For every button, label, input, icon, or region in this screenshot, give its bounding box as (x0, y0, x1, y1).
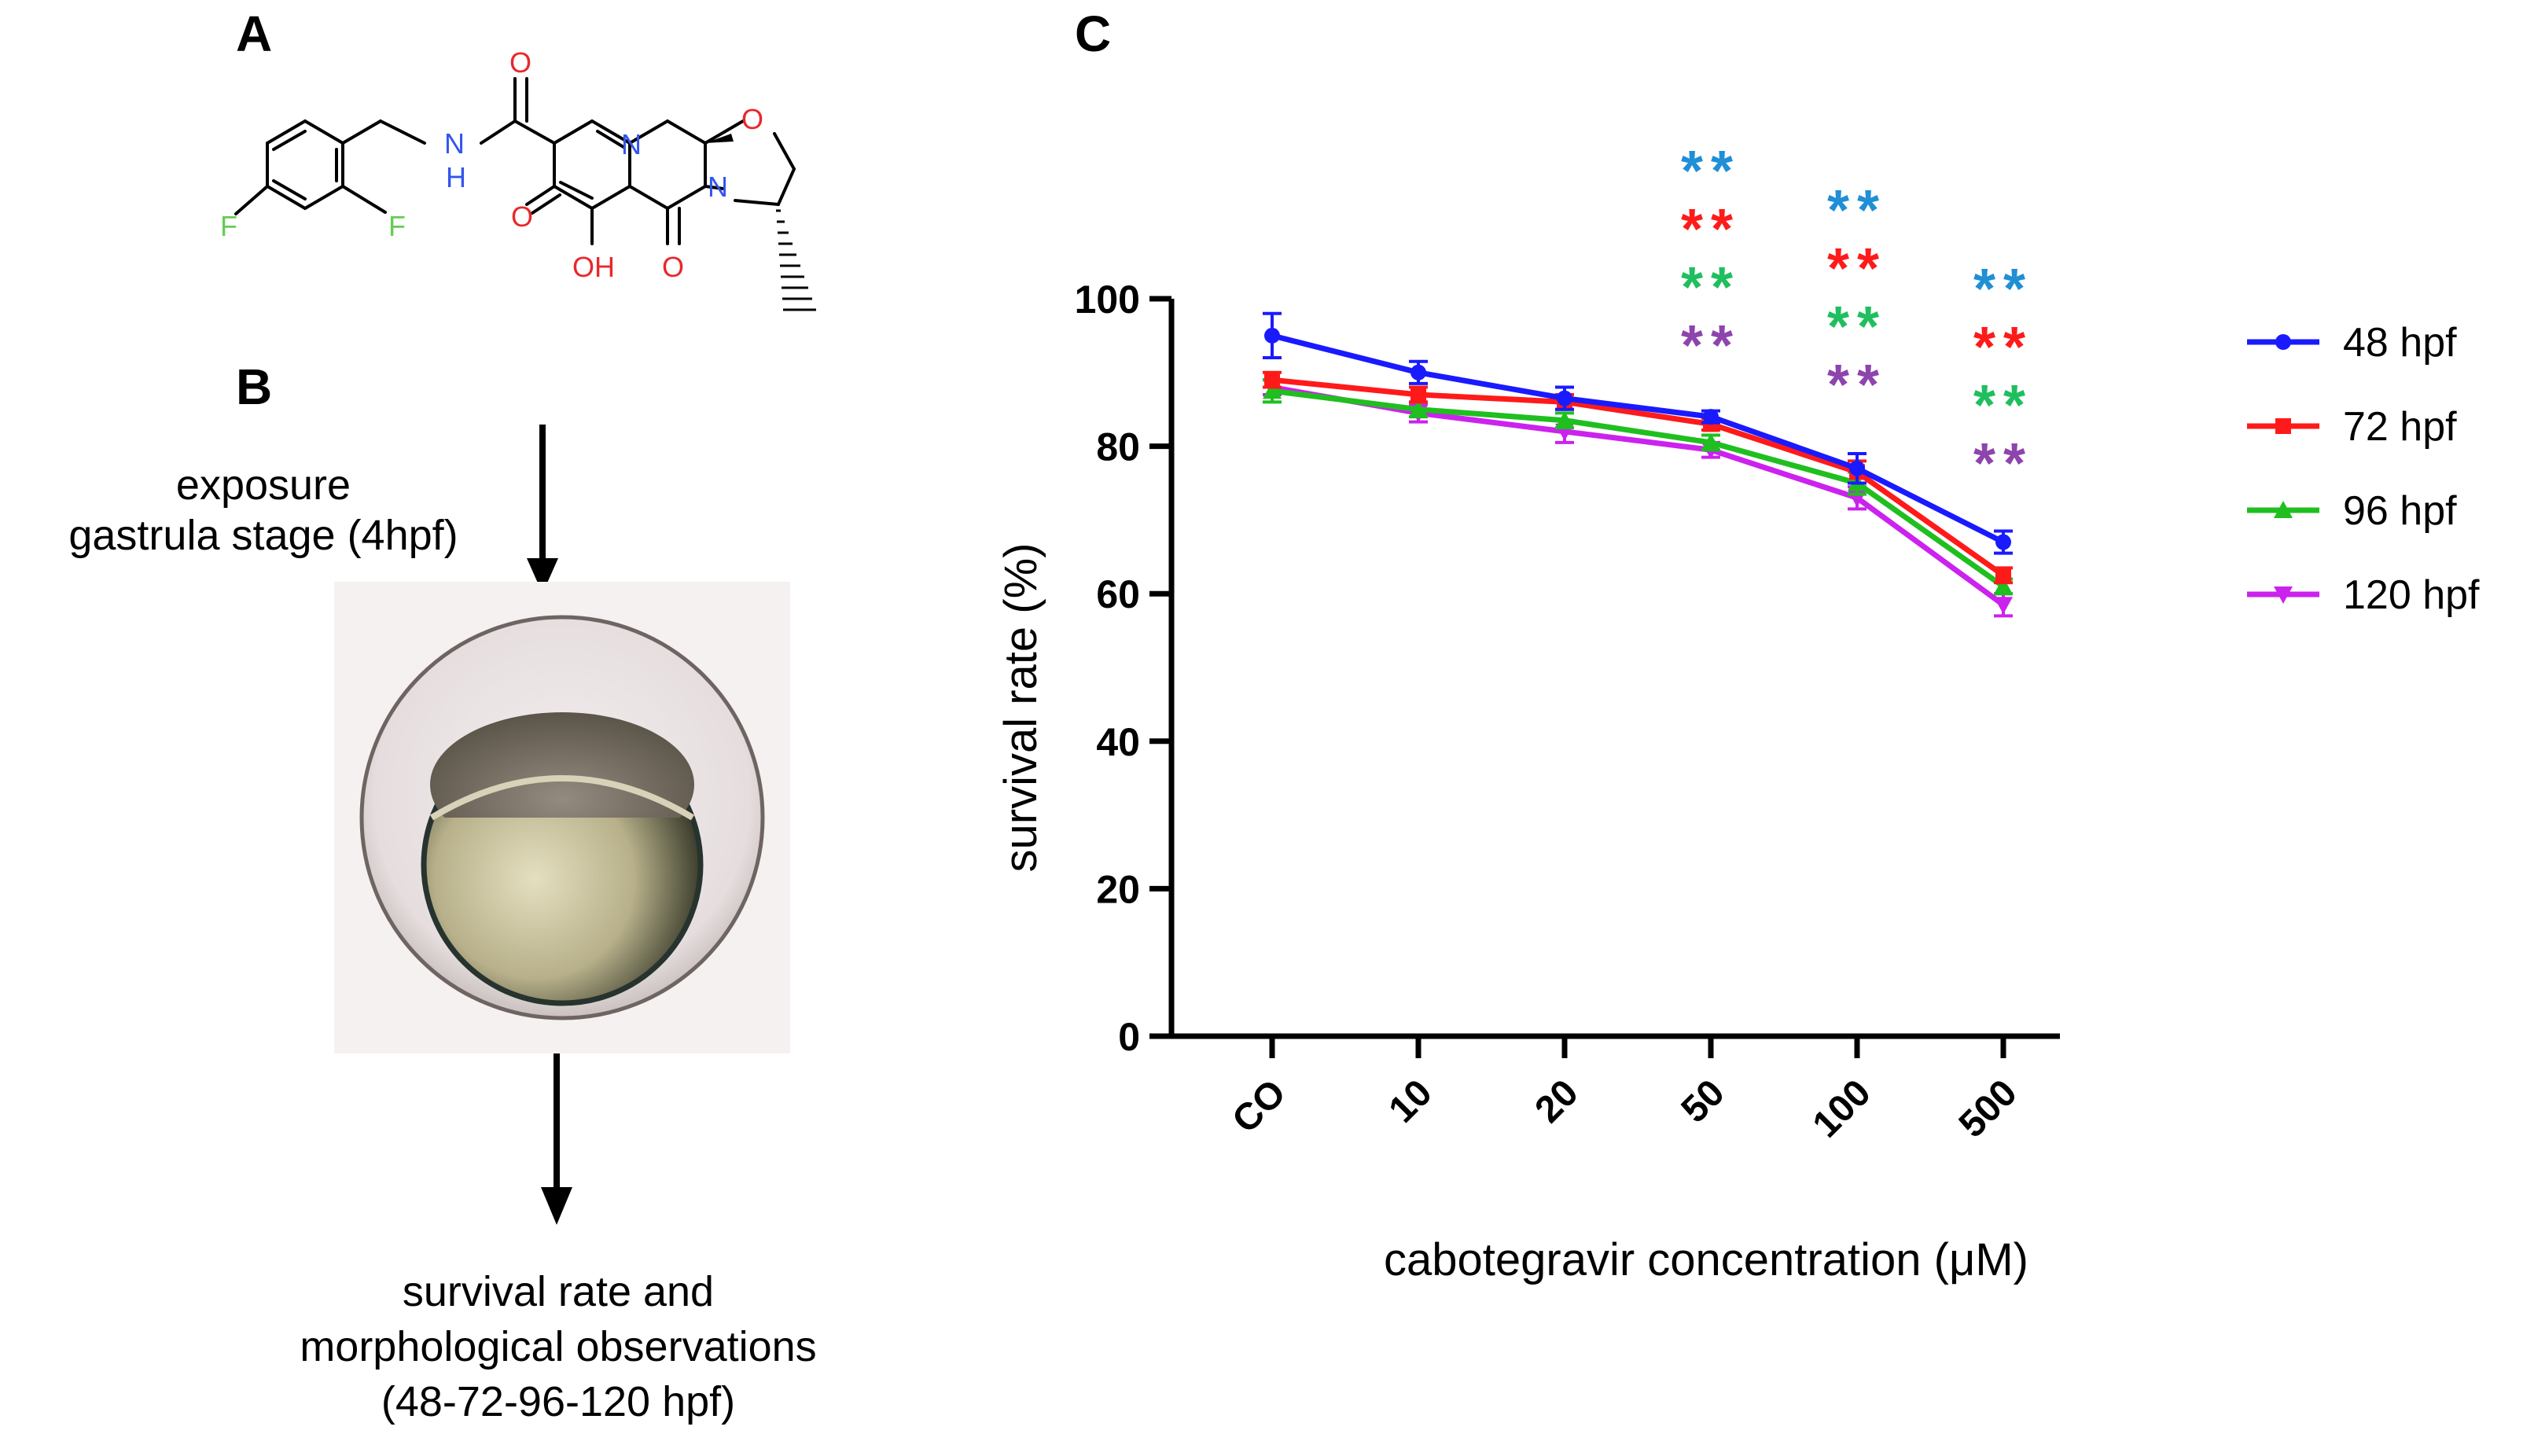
data-point (2275, 418, 2291, 434)
data-point (2274, 501, 2293, 518)
panel-label-b: B (236, 358, 273, 415)
flow-step-observation: survival rate and morphological observat… (204, 1264, 912, 1429)
significance-marker: ** (1973, 316, 2033, 379)
flow-arrow-top (527, 425, 558, 594)
data-point (1849, 460, 1865, 476)
significance-marker: ** (1681, 314, 1741, 377)
y-axis-label: survival rate (%) (995, 543, 1046, 873)
atom-h-amide: H (446, 161, 466, 193)
atom-o-amide: O (509, 46, 531, 79)
data-point (1995, 567, 2011, 583)
data-point (1555, 410, 1574, 428)
data-point (1410, 386, 1426, 403)
y-tick-label: 20 (1096, 867, 1140, 911)
panel-label-c: C (1075, 6, 1112, 62)
flow-step-observation-line1: survival rate and (402, 1268, 715, 1315)
atom-o-ketone: O (511, 200, 533, 233)
x-tick-label: 20 (1528, 1072, 1587, 1131)
flow-step-exposure-line2: gastrula stage (4hpf) (68, 512, 458, 559)
data-point (2275, 334, 2291, 350)
series-line (1271, 388, 2006, 589)
flow-arrow-bottom (541, 1053, 572, 1225)
data-point (1409, 399, 1428, 417)
atom-f-para: F (220, 210, 237, 242)
significance-marker: ** (1681, 198, 1741, 261)
data-point (1995, 534, 2011, 550)
y-tick-label: 40 (1096, 720, 1140, 764)
x-tick-label: 100 (1805, 1072, 1879, 1145)
y-tick-label: 100 (1075, 278, 1140, 322)
y-tick-label: 0 (1118, 1015, 1140, 1059)
chemical-structure: O N H N O N O OH O F F (220, 46, 816, 311)
panel-label-a: A (236, 6, 273, 62)
data-point (1264, 372, 1280, 388)
data-point (1703, 409, 1719, 425)
significance-marker: ** (1827, 179, 1887, 242)
series-line (1271, 333, 2005, 545)
significance-marker: ** (1973, 258, 2033, 321)
embryo-image (334, 582, 790, 1053)
significance-marker: ** (1973, 432, 2033, 495)
x-axis-label: cabotegravir concentration (μM) (1384, 1234, 2028, 1285)
atom-f-ortho: F (388, 210, 406, 242)
data-point (1263, 381, 1282, 399)
flow-step-observation-line3: (48-72-96-120 hpf) (381, 1378, 736, 1425)
atom-n-lactam: N (708, 171, 728, 203)
x-tick-label: 10 (1381, 1072, 1440, 1131)
flow-step-observation-line2: morphological observations (300, 1323, 817, 1370)
data-point (1994, 597, 2013, 615)
data-point (1701, 432, 1720, 450)
atom-oh: OH (572, 251, 615, 283)
significance-marker: ** (1827, 354, 1887, 417)
legend-label: 96 hpf (2343, 488, 2457, 534)
legend-label: 72 hpf (2343, 404, 2457, 450)
series-line (1271, 377, 2006, 578)
x-tick-label: CO (1224, 1072, 1293, 1141)
data-point (1994, 576, 2013, 594)
atom-n-amide: N (444, 127, 465, 160)
significance-markers: ************************ (1681, 140, 2033, 495)
flow-step-exposure-line1: exposure (175, 461, 351, 509)
atom-n-ring: N (621, 128, 642, 160)
significance-marker: ** (1681, 140, 1741, 203)
legend-label: 48 hpf (2343, 320, 2457, 366)
significance-marker: ** (1681, 256, 1741, 319)
significance-marker: ** (1973, 374, 2033, 437)
significance-marker: ** (1827, 296, 1887, 358)
x-tick-label: 500 (1951, 1072, 2025, 1145)
series-48-hpf (1263, 311, 2013, 555)
x-tick-label: 50 (1674, 1072, 1733, 1131)
y-tick-label: 60 (1096, 572, 1140, 616)
data-point (2274, 586, 2293, 604)
y-tick-label: 80 (1096, 425, 1140, 469)
significance-marker: ** (1827, 237, 1887, 300)
chart-series (1263, 311, 2013, 618)
data-point (1264, 327, 1280, 344)
atom-o-oxazolidine: O (741, 103, 763, 135)
atom-o-lactam: O (662, 251, 684, 283)
data-point (1557, 390, 1572, 406)
chart-legend: 48 hpf 72 hpf 96 hpf 120 hpf (2247, 320, 2480, 618)
data-point (1410, 364, 1426, 381)
flow-step-exposure: exposure gastrula stage (4hpf) (0, 460, 527, 561)
legend-label: 120 hpf (2343, 572, 2480, 618)
